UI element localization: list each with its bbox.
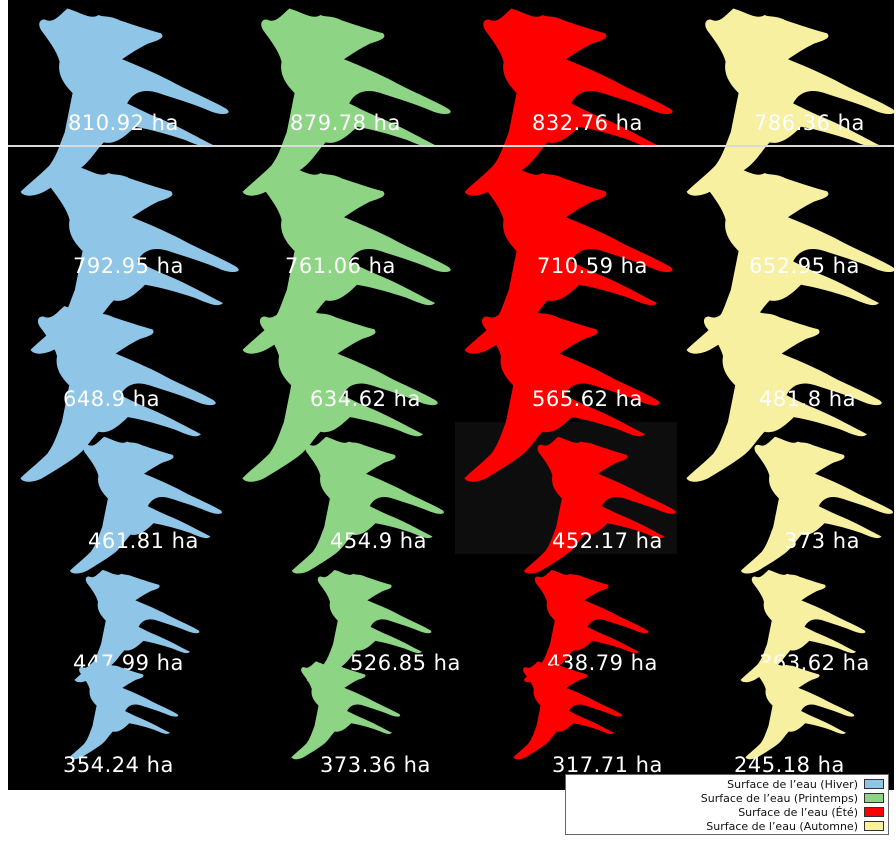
lake-shape-hiver [69,436,222,574]
lake-shape-ete [464,8,673,196]
area-label: 354.24 ha [63,753,174,777]
lake-shape-hiver [69,661,179,760]
area-label: 317.71 ha [552,753,663,777]
area-label: 454.9 ha [330,529,427,553]
lake-cell-automne: 786.36 ha [686,8,894,196]
legend-swatch-automne [864,821,884,831]
legend-label-ete: Surface de l’eau (Été) [738,805,858,819]
lake-cell-ete: 565.62 ha [464,306,660,482]
lake-cell-ete: 832.76 ha [464,8,673,196]
area-label: 648.9 ha [63,387,160,411]
lake-cell-ete: 452.17 ha [523,436,676,574]
lake-cell-hiver: 810.92 ha [20,8,229,196]
legend-item-hiver: Surface de l’eau (Hiver) [570,777,884,791]
area-label: 452.17 ha [552,529,663,553]
lake-cell-printemps: 761.06 ha [242,166,451,354]
area-label: 565.62 ha [532,387,643,411]
lake-cell-printemps: 879.78 ha [242,8,451,196]
lake-cell-hiver: 648.9 ha [20,306,216,482]
legend-swatch-printemps [864,793,884,803]
area-label: 786.36 ha [754,111,865,135]
legend-item-ete: Surface de l’eau (Été) [570,805,884,819]
area-label: 652.95 ha [749,254,860,278]
lake-shape-ete [513,661,623,760]
area-label: 810.92 ha [68,111,179,135]
lake-cell-automne: 245.18 ha [734,661,855,777]
legend-label-hiver: Surface de l’eau (Hiver) [727,777,858,791]
area-label: 373.36 ha [320,753,431,777]
area-label: 245.18 ha [734,753,845,777]
area-label: 879.78 ha [290,111,401,135]
lake-cell-automne: 652.95 ha [686,166,894,354]
lake-cell-printemps: 634.62 ha [242,306,438,482]
legend-label-printemps: Surface de l’eau (Printemps) [700,791,858,805]
lake-shape-printemps [291,661,401,760]
lake-cell-hiver: 792.95 ha [30,166,239,354]
lake-cell-hiver: 354.24 ha [63,661,179,777]
legend-label-automne: Surface de l’eau (Automne) [706,819,858,833]
area-label: 792.95 ha [73,254,184,278]
lake-shape-printemps [291,436,444,574]
legend: Surface de l’eau (Hiver) Surface de l’ea… [565,774,889,835]
lake-cell-printemps: 454.9 ha [291,436,444,574]
area-label: 761.06 ha [285,254,396,278]
lake-shape-automne [686,8,894,196]
area-label: 373 ha [784,529,860,553]
area-label: 481.8 ha [759,387,856,411]
area-label: 461.81 ha [88,529,199,553]
legend-item-printemps: Surface de l’eau (Printemps) [570,791,884,805]
area-label: 634.62 ha [310,387,421,411]
area-label: 710.59 ha [537,254,648,278]
area-label: 526.85 ha [350,651,461,675]
lake-cell-ete: 710.59 ha [464,166,673,354]
lake-cell-ete: 317.71 ha [513,661,662,777]
lake-map-grid: 810.92 ha 879.78 ha 832.76 ha 786.36 ha 792.… [8,0,894,790]
area-label: 832.76 ha [532,111,643,135]
lake-map-grid-svg: 810.92 ha 879.78 ha 832.76 ha 786.36 ha 792.… [8,8,894,777]
lake-cell-automne: 373 ha [740,436,893,574]
legend-item-automne: Surface de l’eau (Automne) [570,819,884,833]
lake-shape-hiver [20,8,229,196]
lake-cell-hiver: 461.81 ha [69,436,222,574]
lake-cell-automne: 481.8 ha [686,306,882,482]
lake-cell-printemps: 526.85 ha [306,569,461,683]
lake-cell-automne: 363.62 ha [740,569,869,683]
lake-shape-automne [740,436,893,574]
legend-swatch-ete [864,807,884,817]
lake-shape-printemps [242,8,451,196]
lake-cell-printemps: 373.36 ha [291,661,430,777]
lake-shape-automne [745,661,855,760]
legend-swatch-hiver [864,779,884,789]
